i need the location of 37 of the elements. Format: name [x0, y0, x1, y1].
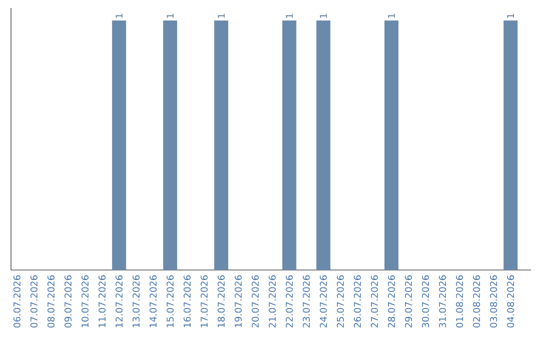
data-label: 1 — [166, 14, 174, 18]
x-tick-label: 10.07.2026 — [82, 275, 89, 328]
data-label: 1 — [116, 14, 122, 18]
x-tick-label: 15.07.2026 — [166, 275, 174, 328]
x-tick-label: 19.07.2026 — [234, 275, 242, 328]
x-tick-label: 31.07.2026 — [438, 275, 446, 328]
x-tick-label: 23.07.2026 — [302, 275, 310, 328]
x-tick-label: 16.07.2026 — [184, 275, 191, 328]
x-tick-label: 07.07.2026 — [30, 275, 38, 328]
x-tick-label: 28.07.2026 — [388, 275, 395, 328]
x-tick-label: 11.07.2026 — [98, 275, 106, 328]
x-tick-label: 29.07.2026 — [404, 275, 412, 328]
x-tick-label: 14.07.2026 — [150, 275, 157, 328]
x-tick-label: 08.07.2026 — [47, 275, 55, 328]
x-tick-label: 26.07.2026 — [354, 275, 361, 328]
x-tick-label: 22.07.2026 — [286, 275, 293, 328]
x-tick-label: 17.07.2026 — [200, 275, 208, 328]
data-label: 1 — [388, 14, 395, 18]
x-tick-label: 01.08.2026 — [456, 275, 464, 328]
data-label: 1 — [286, 14, 293, 18]
x-tick-label: 02.08.2026 — [473, 275, 480, 328]
x-tick-label: 24.07.2026 — [320, 275, 327, 328]
x-tick-label: 04.08.2026 — [507, 275, 514, 328]
x-tick-label: 12.07.2026 — [116, 275, 123, 328]
x-tick-label: 09.07.2026 — [64, 275, 72, 328]
x-tick-label: 06.07.2026 — [13, 275, 20, 328]
x-tick-label: 13.07.2026 — [132, 275, 140, 328]
data-label: 1 — [320, 14, 327, 18]
x-tick-label: 27.07.2026 — [370, 275, 378, 328]
data-label: 1 — [218, 14, 225, 18]
x-tick-label: 30.07.2026 — [422, 275, 429, 328]
x-tick-label: 03.08.2026 — [490, 275, 498, 328]
x-tick-label: 21.07.2026 — [268, 275, 276, 328]
data-label: 1 — [507, 14, 514, 18]
x-tick-label: 20.07.2026 — [252, 275, 259, 328]
x-tick-label: 18.07.2026 — [218, 275, 225, 328]
x-tick-label: 25.07.2026 — [336, 275, 344, 328]
